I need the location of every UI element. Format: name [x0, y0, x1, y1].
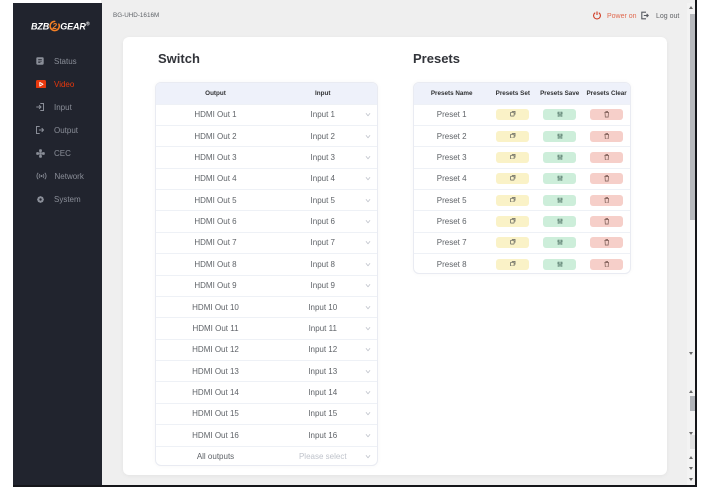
- svg-text:2: 2: [52, 22, 58, 31]
